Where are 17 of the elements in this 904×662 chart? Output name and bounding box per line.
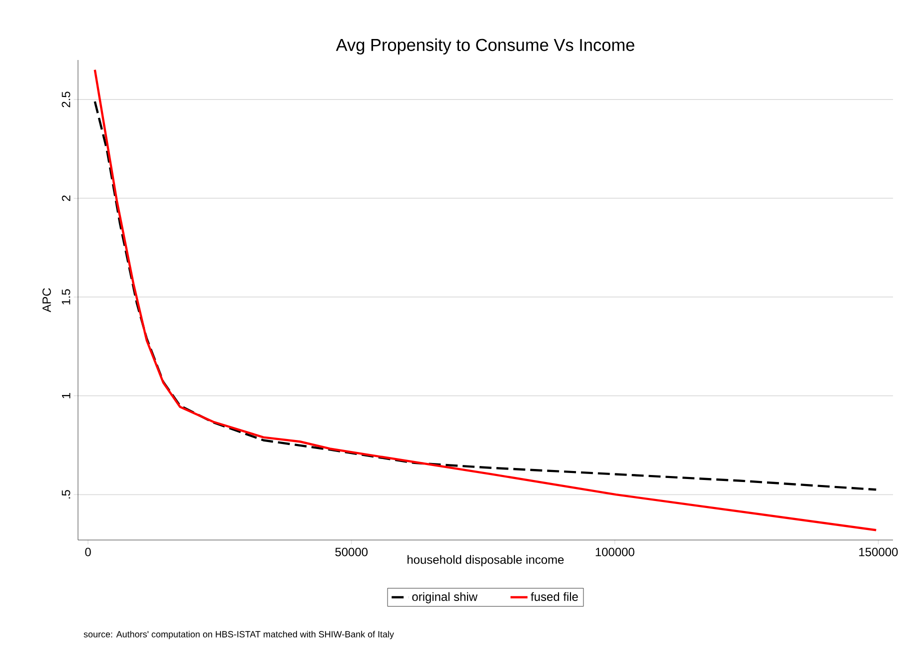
y-tick-label: 1 bbox=[62, 393, 70, 398]
x-tick-label: 100000 bbox=[596, 548, 634, 556]
y-tick-label: 1.5 bbox=[62, 289, 70, 304]
y-tick-label: .5 bbox=[62, 490, 70, 498]
source-note: source: Authors' computation on HBS-ISTAT matched with SHIW-Bank of Italy bbox=[84, 630, 394, 640]
line-series bbox=[94, 100, 878, 491]
y-tick-label: 2.5 bbox=[62, 92, 70, 108]
line-series bbox=[94, 68, 878, 532]
chart-title: Avg Propensity to Consume Vs Income bbox=[336, 38, 634, 54]
x-axis-title: household disposable income bbox=[408, 555, 564, 566]
x-tick-label: 50000 bbox=[335, 548, 368, 556]
y-axis-title: APC bbox=[42, 288, 51, 312]
legend-label: original shiw bbox=[412, 592, 478, 604]
x-tick-label: 150000 bbox=[859, 548, 898, 556]
x-tick-label: 0 bbox=[85, 548, 91, 556]
y-tick-label: 2 bbox=[62, 196, 70, 201]
legend-label: fused file bbox=[530, 592, 578, 601]
